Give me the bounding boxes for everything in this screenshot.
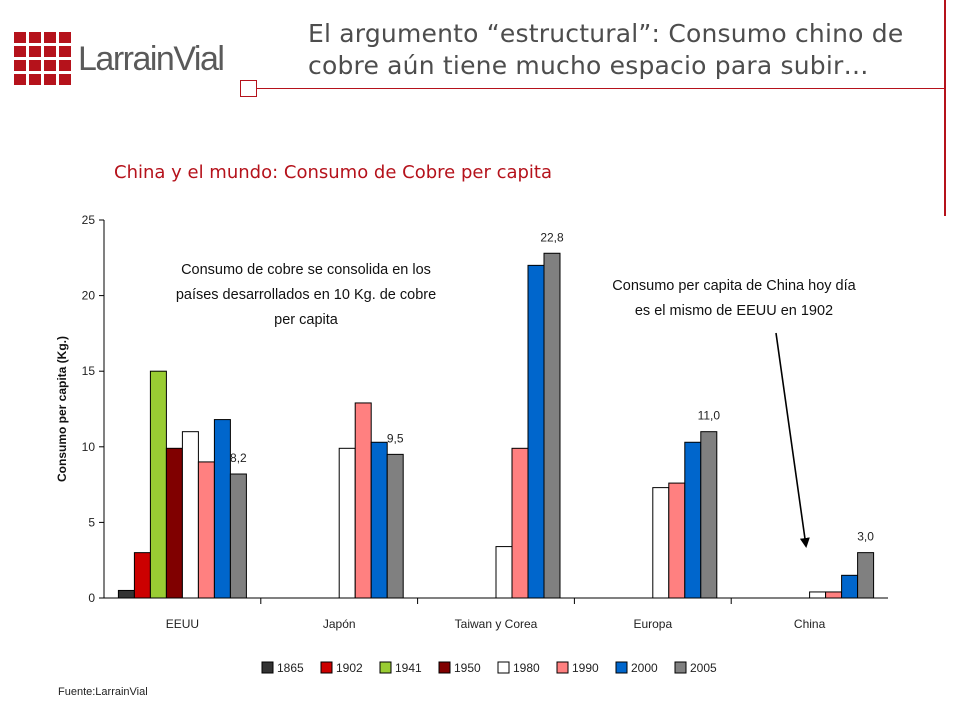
legend-swatch-2000 xyxy=(615,661,628,674)
bar-2005-taiwan-y-corea xyxy=(543,252,561,599)
page-title: El argumento “estructural”: Consumo chin… xyxy=(308,18,948,82)
annotation-developed-line: per capita xyxy=(274,312,339,328)
x-tick-label: Japón xyxy=(323,617,356,631)
logo-square xyxy=(14,60,26,71)
bar-1865-eeuu xyxy=(117,589,135,599)
legend-swatch-1902 xyxy=(320,661,333,674)
data-label: 9,5 xyxy=(387,431,404,445)
chart-title: China y el mundo: Consumo de Cobre per c… xyxy=(114,162,553,183)
bar-1980-japón xyxy=(338,447,356,599)
bar-1990-taiwan-y-corea xyxy=(511,447,529,599)
bar-1980-china xyxy=(809,591,827,599)
logo-square xyxy=(59,74,71,85)
logo-text: LarrainVial xyxy=(78,39,225,78)
bar-1980-eeuu xyxy=(181,431,199,599)
legend-label-2000: 2000 xyxy=(631,661,658,675)
logo-square xyxy=(29,74,41,85)
legend-swatch-1990 xyxy=(556,661,569,674)
bar-2000-china xyxy=(841,574,859,599)
bar-2000-taiwan-y-corea xyxy=(527,264,545,599)
header-rule xyxy=(240,88,946,89)
annotation-developed-line: países desarrollados en 10 Kg. de cobre xyxy=(176,287,436,303)
bar-2000-europa xyxy=(684,441,702,599)
page-title-line-2: cobre aún tiene mucho espacio para subir… xyxy=(308,51,869,80)
bar-1980-europa xyxy=(652,487,670,599)
data-label: 3,0 xyxy=(857,530,874,544)
logo-square xyxy=(29,60,41,71)
bar-1980-taiwan-y-corea xyxy=(495,546,513,599)
bar-2005-eeuu xyxy=(229,473,247,599)
bar-1941-eeuu xyxy=(149,370,167,599)
logo-square xyxy=(44,46,56,57)
bar-1902-eeuu xyxy=(133,552,151,599)
bar-1990-eeuu xyxy=(197,461,215,599)
logo-square xyxy=(44,60,56,71)
bar-2005-china xyxy=(857,552,875,599)
bar-2000-japón xyxy=(370,441,388,599)
x-tick-label: EEUU xyxy=(166,617,199,631)
data-label: 11,0 xyxy=(698,409,721,423)
logo-square xyxy=(14,74,26,85)
y-tick-label: 10 xyxy=(82,440,96,454)
annotation-arrow xyxy=(775,332,810,548)
data-label: 22,8 xyxy=(540,230,564,244)
bar-1990-japón xyxy=(354,402,372,599)
logo-grid-icon xyxy=(14,32,72,86)
legend-label-2005: 2005 xyxy=(690,661,717,675)
side-rule xyxy=(944,0,946,216)
annotation-developed-line: Consumo de cobre se consolida en los xyxy=(181,262,431,278)
legend-label-1941: 1941 xyxy=(395,661,422,675)
bar-2005-japón xyxy=(386,453,404,599)
legend-swatch-1865 xyxy=(261,661,274,674)
legend-label-1990: 1990 xyxy=(572,661,599,675)
x-tick-label: China xyxy=(794,617,826,631)
legend-label-1980: 1980 xyxy=(513,661,540,675)
legend-label-1902: 1902 xyxy=(336,661,363,675)
x-tick-label: Europa xyxy=(633,617,672,631)
legend-swatch-2005 xyxy=(674,661,687,674)
logo-square xyxy=(59,60,71,71)
bar-1990-europa xyxy=(668,482,686,599)
bar-2005-europa xyxy=(700,431,718,599)
legend-label-1950: 1950 xyxy=(454,661,481,675)
y-axis-label: Consumo per capita (Kg.) xyxy=(55,336,69,482)
logo-square xyxy=(14,46,26,57)
logo-square xyxy=(14,32,26,43)
data-label: 8,2 xyxy=(230,451,247,465)
larrainvial-logo: LarrainVial xyxy=(14,32,225,86)
legend-swatch-1941 xyxy=(379,661,392,674)
x-tick-label: Taiwan y Corea xyxy=(455,617,538,631)
y-tick-label: 0 xyxy=(88,591,95,605)
legend-swatch-1950 xyxy=(438,661,451,674)
annotation-china-line: es el mismo de EEUU en 1902 xyxy=(635,303,833,319)
source-note: Fuente:LarrainVial xyxy=(58,686,148,698)
logo-square xyxy=(59,32,71,43)
logo-square xyxy=(59,46,71,57)
bar-1990-china xyxy=(825,591,843,599)
logo-square xyxy=(29,32,41,43)
logo-square xyxy=(29,46,41,57)
logo-square xyxy=(44,32,56,43)
legend-swatch-1980 xyxy=(497,661,510,674)
y-tick-label: 20 xyxy=(82,289,96,303)
y-tick-label: 15 xyxy=(82,364,96,378)
bar-2000-eeuu xyxy=(213,419,231,599)
y-tick-label: 25 xyxy=(82,213,96,227)
y-tick-label: 5 xyxy=(88,515,95,529)
annotation-china-line: Consumo per capita de China hoy día xyxy=(612,278,856,294)
page-title-line-1: El argumento “estructural”: Consumo chin… xyxy=(308,19,904,48)
header-square-ornament xyxy=(240,80,257,97)
logo-square xyxy=(44,74,56,85)
legend-label-1865: 1865 xyxy=(277,661,304,675)
bar-1950-eeuu xyxy=(165,447,183,599)
